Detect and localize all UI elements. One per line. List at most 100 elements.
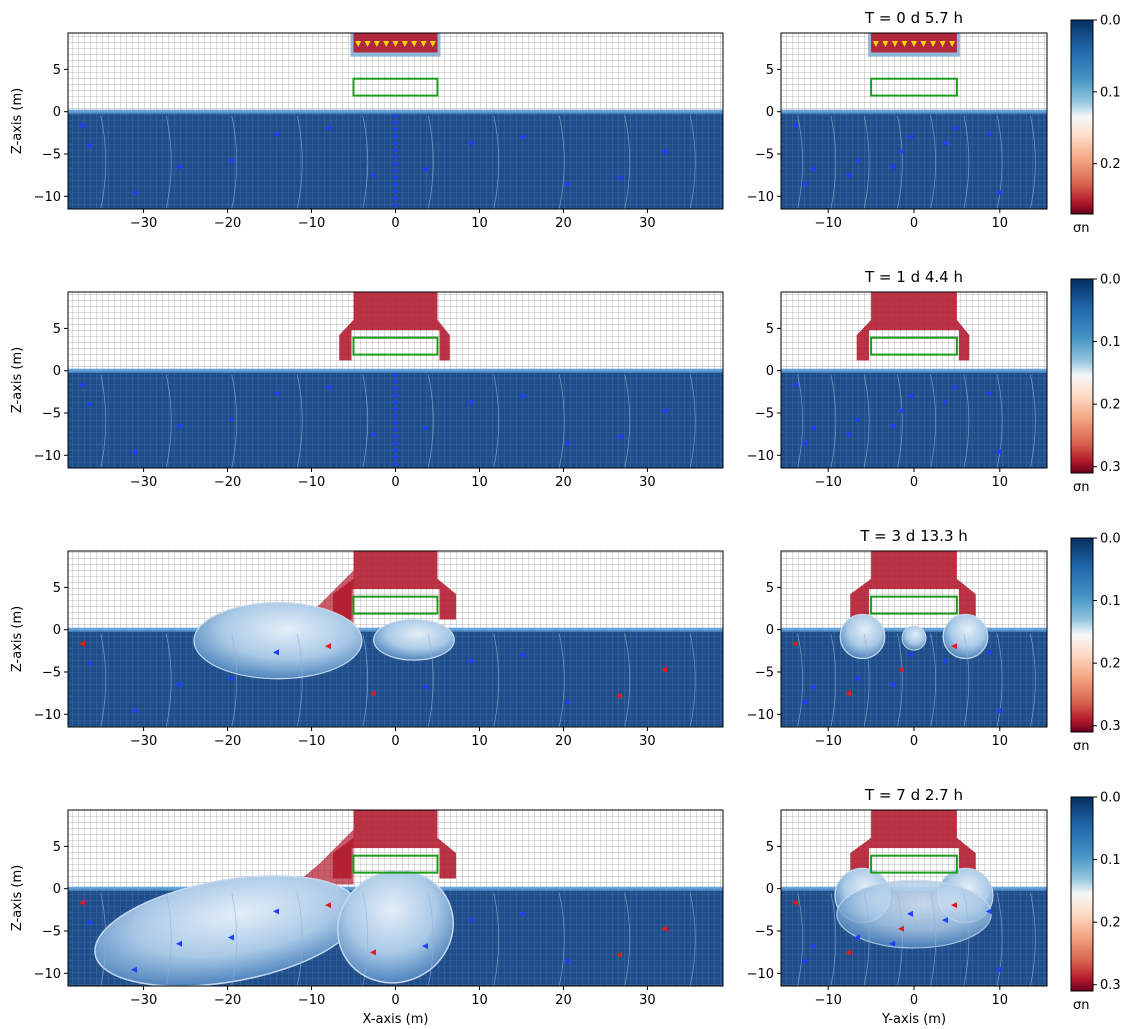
flow-arrow xyxy=(131,448,137,455)
structure-box xyxy=(352,854,439,874)
x-ticks: −10 0 10 xyxy=(814,727,1008,749)
x-tick-label: 0 xyxy=(910,216,918,231)
x-tick-label: 20 xyxy=(555,475,572,490)
streamline xyxy=(362,633,369,727)
fracture-plume xyxy=(856,292,970,361)
yz-panel: −10 0 10 0 −5 −10 5 Y-axis (m) xyxy=(747,809,1048,1027)
y-ticks: 0 −5 −10 5 xyxy=(34,63,68,205)
streamline xyxy=(1029,633,1036,727)
probe-point xyxy=(393,462,398,466)
x-ticks: −10 0 10 xyxy=(814,986,1008,1008)
probe-point xyxy=(393,113,398,118)
x-tick-label: 0 xyxy=(391,216,399,231)
y-tick-label: 0 xyxy=(766,105,774,120)
streamline xyxy=(896,633,903,727)
injection-arrow xyxy=(872,41,879,47)
streamline xyxy=(830,115,837,209)
flow-arrow xyxy=(176,940,182,947)
y-ticks: 0 −5 −10 5 xyxy=(747,840,781,982)
x-tick-label: 10 xyxy=(471,734,488,749)
flow-arrow xyxy=(845,949,851,956)
probe-point xyxy=(393,400,398,405)
z-axis-label: Z-axis (m) xyxy=(10,865,25,931)
y-ticks: 0 −5 −10 5 xyxy=(34,581,68,723)
y-tick-label: 5 xyxy=(53,581,61,596)
streamline xyxy=(624,892,631,986)
time-title: T = 3 d 13.3 h xyxy=(859,527,968,545)
row-3: −30 −20 −10 0 10 20 300−5−105−10 0 100−5−1050.00… xyxy=(10,527,1121,754)
flow-arrow xyxy=(661,666,667,673)
flow-arrow xyxy=(854,934,860,941)
flow-arrow xyxy=(792,381,798,388)
flow-arrow xyxy=(564,958,570,965)
y-ticks: 0 −5 −10 5 xyxy=(747,581,781,723)
x-ticks: −30 −20 −10 0 10 20 30 xyxy=(130,986,656,1008)
structure-box xyxy=(870,854,958,874)
x-ticks: −10 0 10 xyxy=(814,209,1008,231)
streamline xyxy=(996,374,1003,468)
flow-arrow xyxy=(86,142,92,149)
y-tick-label: 5 xyxy=(766,63,774,78)
x-ticks: −30 −20 −10 0 10 20 30 xyxy=(130,468,656,490)
flow-arrow xyxy=(942,658,948,665)
streamline xyxy=(689,633,696,727)
probe-point xyxy=(393,154,398,159)
water-mesh xyxy=(68,111,723,209)
y-tick-label: 5 xyxy=(53,840,61,855)
flow-arrow xyxy=(422,166,428,173)
y-tick-label: −5 xyxy=(42,407,61,422)
flow-arrows xyxy=(792,41,1001,196)
free-surface xyxy=(68,368,723,373)
injection-arrow xyxy=(420,41,427,47)
flow-arrow xyxy=(845,690,851,697)
flow-arrow xyxy=(273,390,279,397)
streamline xyxy=(362,892,369,986)
injection-arrow xyxy=(949,41,956,47)
streamline xyxy=(830,374,837,468)
x-tick-label: −10 xyxy=(814,216,841,231)
streamline xyxy=(493,633,500,727)
flow-arrow xyxy=(661,925,667,932)
streamline xyxy=(558,115,565,209)
row-2: −30 −20 −10 0 10 20 300−5−105−10 0 100−5−1050.00… xyxy=(10,268,1121,495)
fracture-spill xyxy=(294,829,354,885)
colorbar: 0.0 0.1 0.2 0.3 σn xyxy=(1070,791,1121,1013)
flow-arrow xyxy=(845,431,851,438)
flow-arrow xyxy=(273,649,279,656)
structure-box xyxy=(352,336,439,356)
fracture-spill xyxy=(294,570,354,626)
streamline xyxy=(996,115,1003,209)
xz-panel: −30 −20 −10 0 10 20 30 0 −5 −10 5 xyxy=(34,291,724,490)
probe-point xyxy=(393,189,398,194)
streamline xyxy=(296,633,303,727)
flow-arrow xyxy=(616,433,622,440)
y-tick-label: 5 xyxy=(53,322,61,337)
y-tick-label: 5 xyxy=(766,322,774,337)
streamline xyxy=(863,633,870,727)
y-tick-label: −5 xyxy=(755,148,774,163)
flow-arrow xyxy=(907,392,913,399)
colorbar-tick-label: 0.1 xyxy=(1100,853,1121,868)
x-tick-label: 30 xyxy=(639,734,656,749)
flow-arrow xyxy=(176,163,182,170)
y-tick-label: 5 xyxy=(766,840,774,855)
x-tick-label: −30 xyxy=(130,734,157,749)
colorbar-tick-label: 0.0 xyxy=(1100,791,1121,806)
colorbar-tick-label: 0.3 xyxy=(1100,719,1121,734)
streamline xyxy=(797,115,804,209)
probe-point xyxy=(393,161,398,166)
probe-point xyxy=(393,182,398,187)
probe-point xyxy=(393,134,398,139)
flow-arrow xyxy=(79,381,85,388)
flow-arrow xyxy=(792,640,798,647)
water-mesh xyxy=(68,370,723,468)
free-surface xyxy=(68,109,723,114)
colorbar-tick-label: 0.3 xyxy=(1100,978,1121,993)
flow-arrow xyxy=(986,131,992,138)
flow-arrow xyxy=(370,172,376,179)
water-mesh xyxy=(781,370,1047,468)
injection-arrow xyxy=(401,41,408,47)
streamline xyxy=(624,374,631,468)
streamline xyxy=(165,633,172,727)
